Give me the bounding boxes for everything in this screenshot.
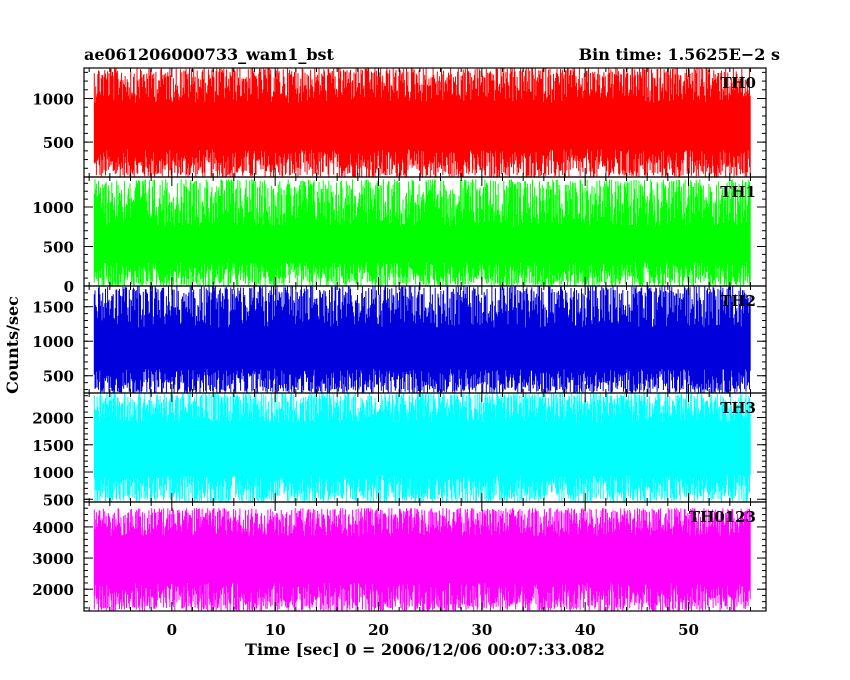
y-axis-label: Counts/sec (3, 296, 22, 394)
x-tick-label: 0 (167, 621, 177, 639)
light-curve-th2 (93, 286, 751, 393)
y-tick-label-th2: 1000 (32, 333, 74, 351)
light-curve-th0123 (93, 508, 751, 611)
panel-frame-th0123 (83, 501, 767, 612)
light-curve-th3 (93, 393, 751, 502)
x-tick-label: 30 (471, 621, 492, 639)
figure-left-title: ae061206000733_wam1_bst (84, 45, 335, 64)
panel-label-th1: TH1 (720, 183, 756, 201)
y-tick-label-th0: 1000 (32, 91, 74, 109)
y-tick-label-th1: 0 (64, 278, 74, 296)
y-tick-label-th1: 500 (43, 239, 74, 257)
x-tick-label: 40 (575, 621, 596, 639)
y-tick-label-th2: 500 (43, 368, 74, 386)
y-tick-label-th0123: 3000 (32, 550, 74, 568)
y-tick-label-th3: 1500 (32, 437, 74, 455)
y-tick-label-th1: 1000 (32, 199, 74, 217)
light-curve-th0 (93, 68, 751, 177)
y-tick-label-th0: 500 (43, 134, 74, 152)
panel-label-th0123: TH0123 (689, 508, 756, 526)
y-tick-label-th3: 500 (43, 491, 74, 509)
y-tick-label-th3: 1000 (32, 464, 74, 482)
light-curve-th1 (93, 179, 751, 286)
y-tick-label-th2: 1500 (32, 299, 74, 317)
y-tick-label-th3: 2000 (32, 410, 74, 428)
y-tick-label-th0123: 2000 (32, 581, 74, 599)
panel-label-th2: TH2 (720, 292, 756, 310)
y-tick-label-th0123: 4000 (32, 519, 74, 537)
panel-label-th0: TH0 (720, 74, 756, 92)
x-tick-label: 10 (265, 621, 286, 639)
x-tick-label: 20 (368, 621, 389, 639)
figure-right-title: Bin time: 1.5625E−2 s (579, 45, 780, 64)
panel-label-th3: TH3 (720, 399, 756, 417)
x-tick-label: 50 (678, 621, 699, 639)
x-axis-label: Time [sec] 0 = 2006/12/06 00:07:33.082 (245, 640, 605, 659)
